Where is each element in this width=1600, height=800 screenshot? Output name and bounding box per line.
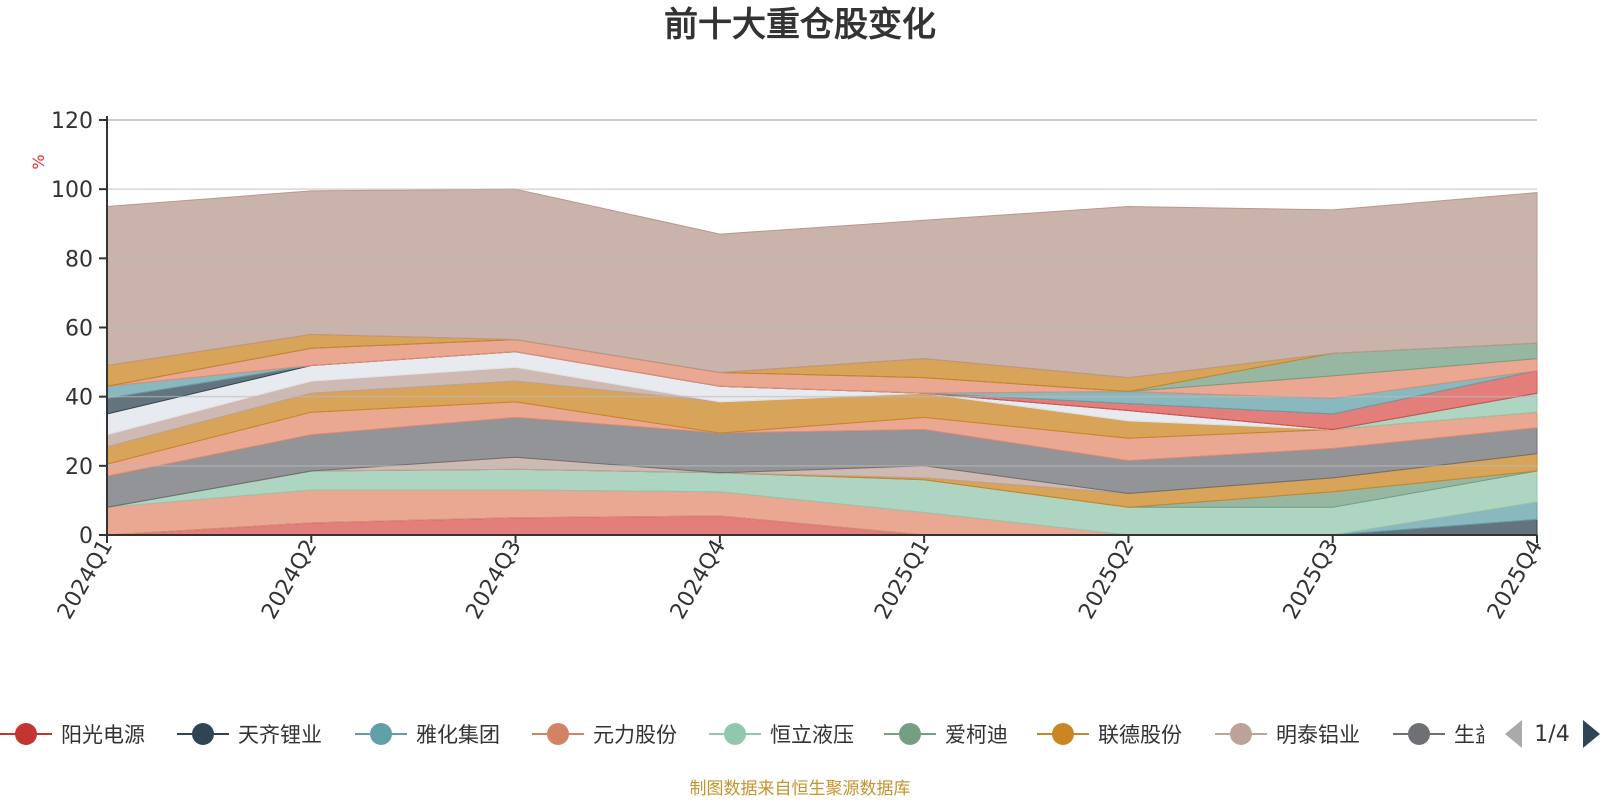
legend-prev-page-icon[interactable]	[1505, 720, 1522, 748]
legend-marker	[899, 723, 921, 745]
legend: 阳光电源 天齐锂业 雅化集团 元力股份 恒立液压 爱柯迪 联德股份 明泰铝业 生益科技	[0, 723, 1538, 747]
legend-marker	[547, 723, 569, 745]
legend-marker	[192, 723, 214, 745]
legend-label: 元力股份	[593, 723, 677, 747]
y-tick-label: 0	[79, 524, 93, 549]
legend-label: 阳光电源	[61, 723, 145, 747]
legend-marker	[15, 723, 37, 745]
legend-label: 联德股份	[1098, 723, 1182, 747]
y-tick-label: 40	[65, 386, 93, 411]
source-note: 制图数据来自恒生聚源数据库	[690, 779, 911, 799]
legend-marker	[724, 723, 746, 745]
chart-title: 前十大重仓股变化	[664, 5, 936, 45]
area-21[interactable]	[106, 188, 1538, 379]
legend-label: 天齐锂业	[238, 723, 322, 747]
gridlines	[107, 119, 1537, 467]
legend-item[interactable]: 爱柯迪	[884, 723, 1008, 747]
y-tick-label: 60	[65, 317, 93, 342]
legend-label: 生益科技	[1454, 723, 1538, 747]
legend-marker	[1052, 723, 1074, 745]
legend-marker	[1408, 723, 1430, 745]
legend-item[interactable]: 天齐锂业	[177, 723, 322, 747]
legend-item[interactable]: 生益科技	[1393, 723, 1538, 747]
legend-item[interactable]: 联德股份	[1037, 723, 1182, 747]
x-tick-label: 2025Q4	[1483, 536, 1548, 624]
x-tick-label: 2024Q3	[461, 536, 526, 624]
legend-pager: 1/4	[1505, 720, 1600, 748]
y-axis-unit: %	[29, 154, 48, 169]
y-tick-label: 120	[51, 109, 93, 134]
x-tick-label: 2025Q3	[1279, 536, 1344, 624]
legend-item[interactable]: 元力股份	[532, 723, 677, 747]
y-tick-label: 20	[65, 455, 93, 480]
legend-label: 恒立液压	[770, 723, 854, 747]
legend-label: 雅化集团	[416, 723, 500, 747]
x-tick-label: 2025Q1	[870, 536, 935, 624]
legend-marker	[370, 723, 392, 745]
y-tick-label: 80	[65, 247, 93, 272]
legend-item[interactable]: 明泰铝业	[1215, 723, 1360, 747]
legend-item[interactable]: 雅化集团	[355, 723, 500, 747]
y-tick-label: 100	[51, 178, 93, 203]
legend-label: 爱柯迪	[945, 723, 1008, 747]
legend-item[interactable]: 阳光电源	[0, 723, 145, 747]
x-tick-label: 2024Q2	[257, 536, 322, 624]
legend-marker	[1230, 723, 1252, 745]
legend-item[interactable]: 恒立液压	[709, 723, 854, 747]
x-tick-label: 2025Q2	[1074, 536, 1139, 624]
legend-next-page-icon[interactable]	[1583, 720, 1600, 748]
stacked-areas	[106, 188, 1538, 536]
legend-label: 明泰铝业	[1276, 723, 1360, 747]
legend-page-indicator: 1/4	[1534, 722, 1569, 747]
x-tick-label: 2024Q4	[666, 536, 731, 624]
